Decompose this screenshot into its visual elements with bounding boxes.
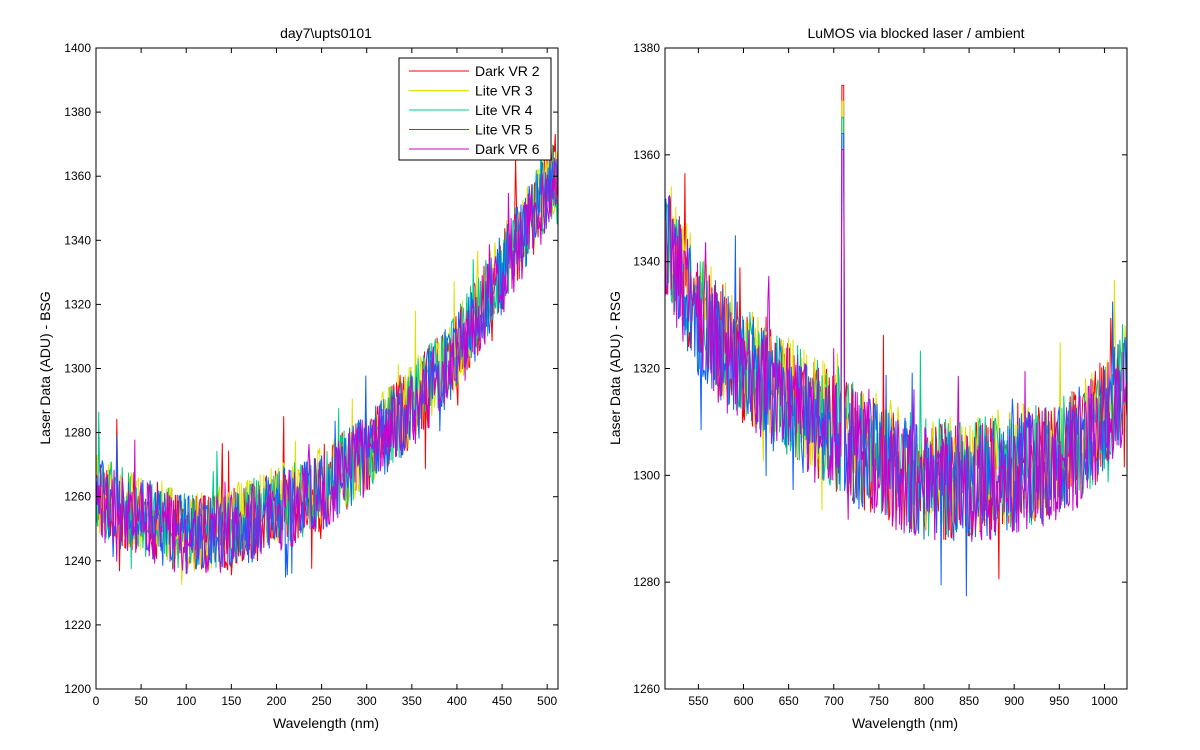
right-x-tick-label: 550: [688, 694, 708, 708]
left-y-tick-label: 1280: [64, 426, 91, 440]
left-y-tick-label: 1220: [64, 618, 91, 632]
right-x-tick-label: 650: [779, 694, 799, 708]
left-tick-layer: 0 50 100 150 200 250 300 350 400 450 500 1200 1220 12…: [64, 41, 558, 708]
right-y-tick-label: 1360: [633, 148, 660, 162]
left-plot: day7\upts0101 Wavelength (nm) Laser Data…: [37, 25, 559, 731]
right-plot-title: LuMOS via blocked laser / ambient: [807, 25, 1024, 41]
right-x-tick-label: 950: [1049, 694, 1069, 708]
right-y-tick-label: 1300: [633, 468, 660, 482]
right-series-line-4: [664, 133, 1128, 597]
left-x-tick-label: 300: [357, 694, 377, 708]
right-x-axis-label: Wavelength (nm): [852, 715, 958, 731]
legend-frame: [398, 57, 552, 161]
left-x-tick-label: 200: [266, 694, 286, 708]
right-y-tick-label: 1380: [633, 41, 660, 55]
left-plot-title: day7\upts0101: [280, 25, 372, 41]
legend-label-5: Dark VR 6: [475, 141, 540, 157]
left-x-tick-label: 250: [312, 694, 332, 708]
right-plot: LuMOS via blocked laser / ambient Wavele…: [607, 25, 1128, 731]
left-x-tick-label: 450: [492, 694, 512, 708]
left-y-tick-label: 1300: [64, 362, 91, 376]
right-y-tick-label: 1280: [633, 575, 660, 589]
left-series-line-5: [95, 147, 559, 575]
legend-label-2: Lite VR 3: [475, 83, 533, 99]
right-tick-layer: 550 600 650 700 750 800 850 900 950 1000 1260 1280 1…: [633, 41, 1127, 708]
right-x-tick-label: 800: [914, 694, 934, 708]
right-series-line-5: [664, 149, 1128, 542]
right-x-tick-label: 700: [824, 694, 844, 708]
legend-label-4: Lite VR 5: [475, 122, 533, 138]
left-y-tick-label: 1400: [64, 41, 91, 55]
left-y-tick-label: 1200: [64, 682, 91, 696]
legend-label-3: Lite VR 4: [475, 102, 533, 118]
right-x-tick-label: 850: [959, 694, 979, 708]
right-x-tick-label: 600: [733, 694, 753, 708]
left-x-tick-label: 50: [134, 694, 148, 708]
right-x-tick-label: 900: [1004, 694, 1024, 708]
right-x-tick-label: 1000: [1091, 694, 1118, 708]
left-x-tick-label: 400: [447, 694, 467, 708]
left-y-tick-label: 1360: [64, 169, 91, 183]
left-y-tick-label: 1240: [64, 554, 91, 568]
right-y-axis-label: Laser Data (ADU) - RSG: [607, 291, 623, 445]
left-y-tick-label: 1320: [64, 297, 91, 311]
right-y-tick-label: 1320: [633, 362, 660, 376]
left-y-tick-label: 1260: [64, 490, 91, 504]
left-series-layer: [95, 124, 559, 585]
left-x-tick-label: 350: [402, 694, 422, 708]
left-x-tick-label: 0: [93, 694, 100, 708]
right-series-layer: [664, 84, 1128, 597]
left-y-axis-label: Laser Data (ADU) - BSG: [37, 291, 53, 444]
right-y-tick-label: 1260: [633, 682, 660, 696]
left-series-line-3: [95, 124, 559, 570]
right-y-tick-label: 1340: [633, 255, 660, 269]
left-y-tick-label: 1380: [64, 105, 91, 119]
right-x-tick-label: 750: [869, 694, 889, 708]
legend-label-1: Dark VR 2: [475, 63, 540, 79]
left-y-tick-label: 1340: [64, 233, 91, 247]
legend: Dark VR 2 Lite VR 3 Lite VR 4 Lite VR 5 Dark…: [398, 57, 552, 161]
left-x-tick-label: 100: [176, 694, 196, 708]
left-x-tick-label: 150: [221, 694, 241, 708]
left-x-axis-label: Wavelength (nm): [273, 715, 379, 731]
left-x-tick-label: 500: [537, 694, 557, 708]
